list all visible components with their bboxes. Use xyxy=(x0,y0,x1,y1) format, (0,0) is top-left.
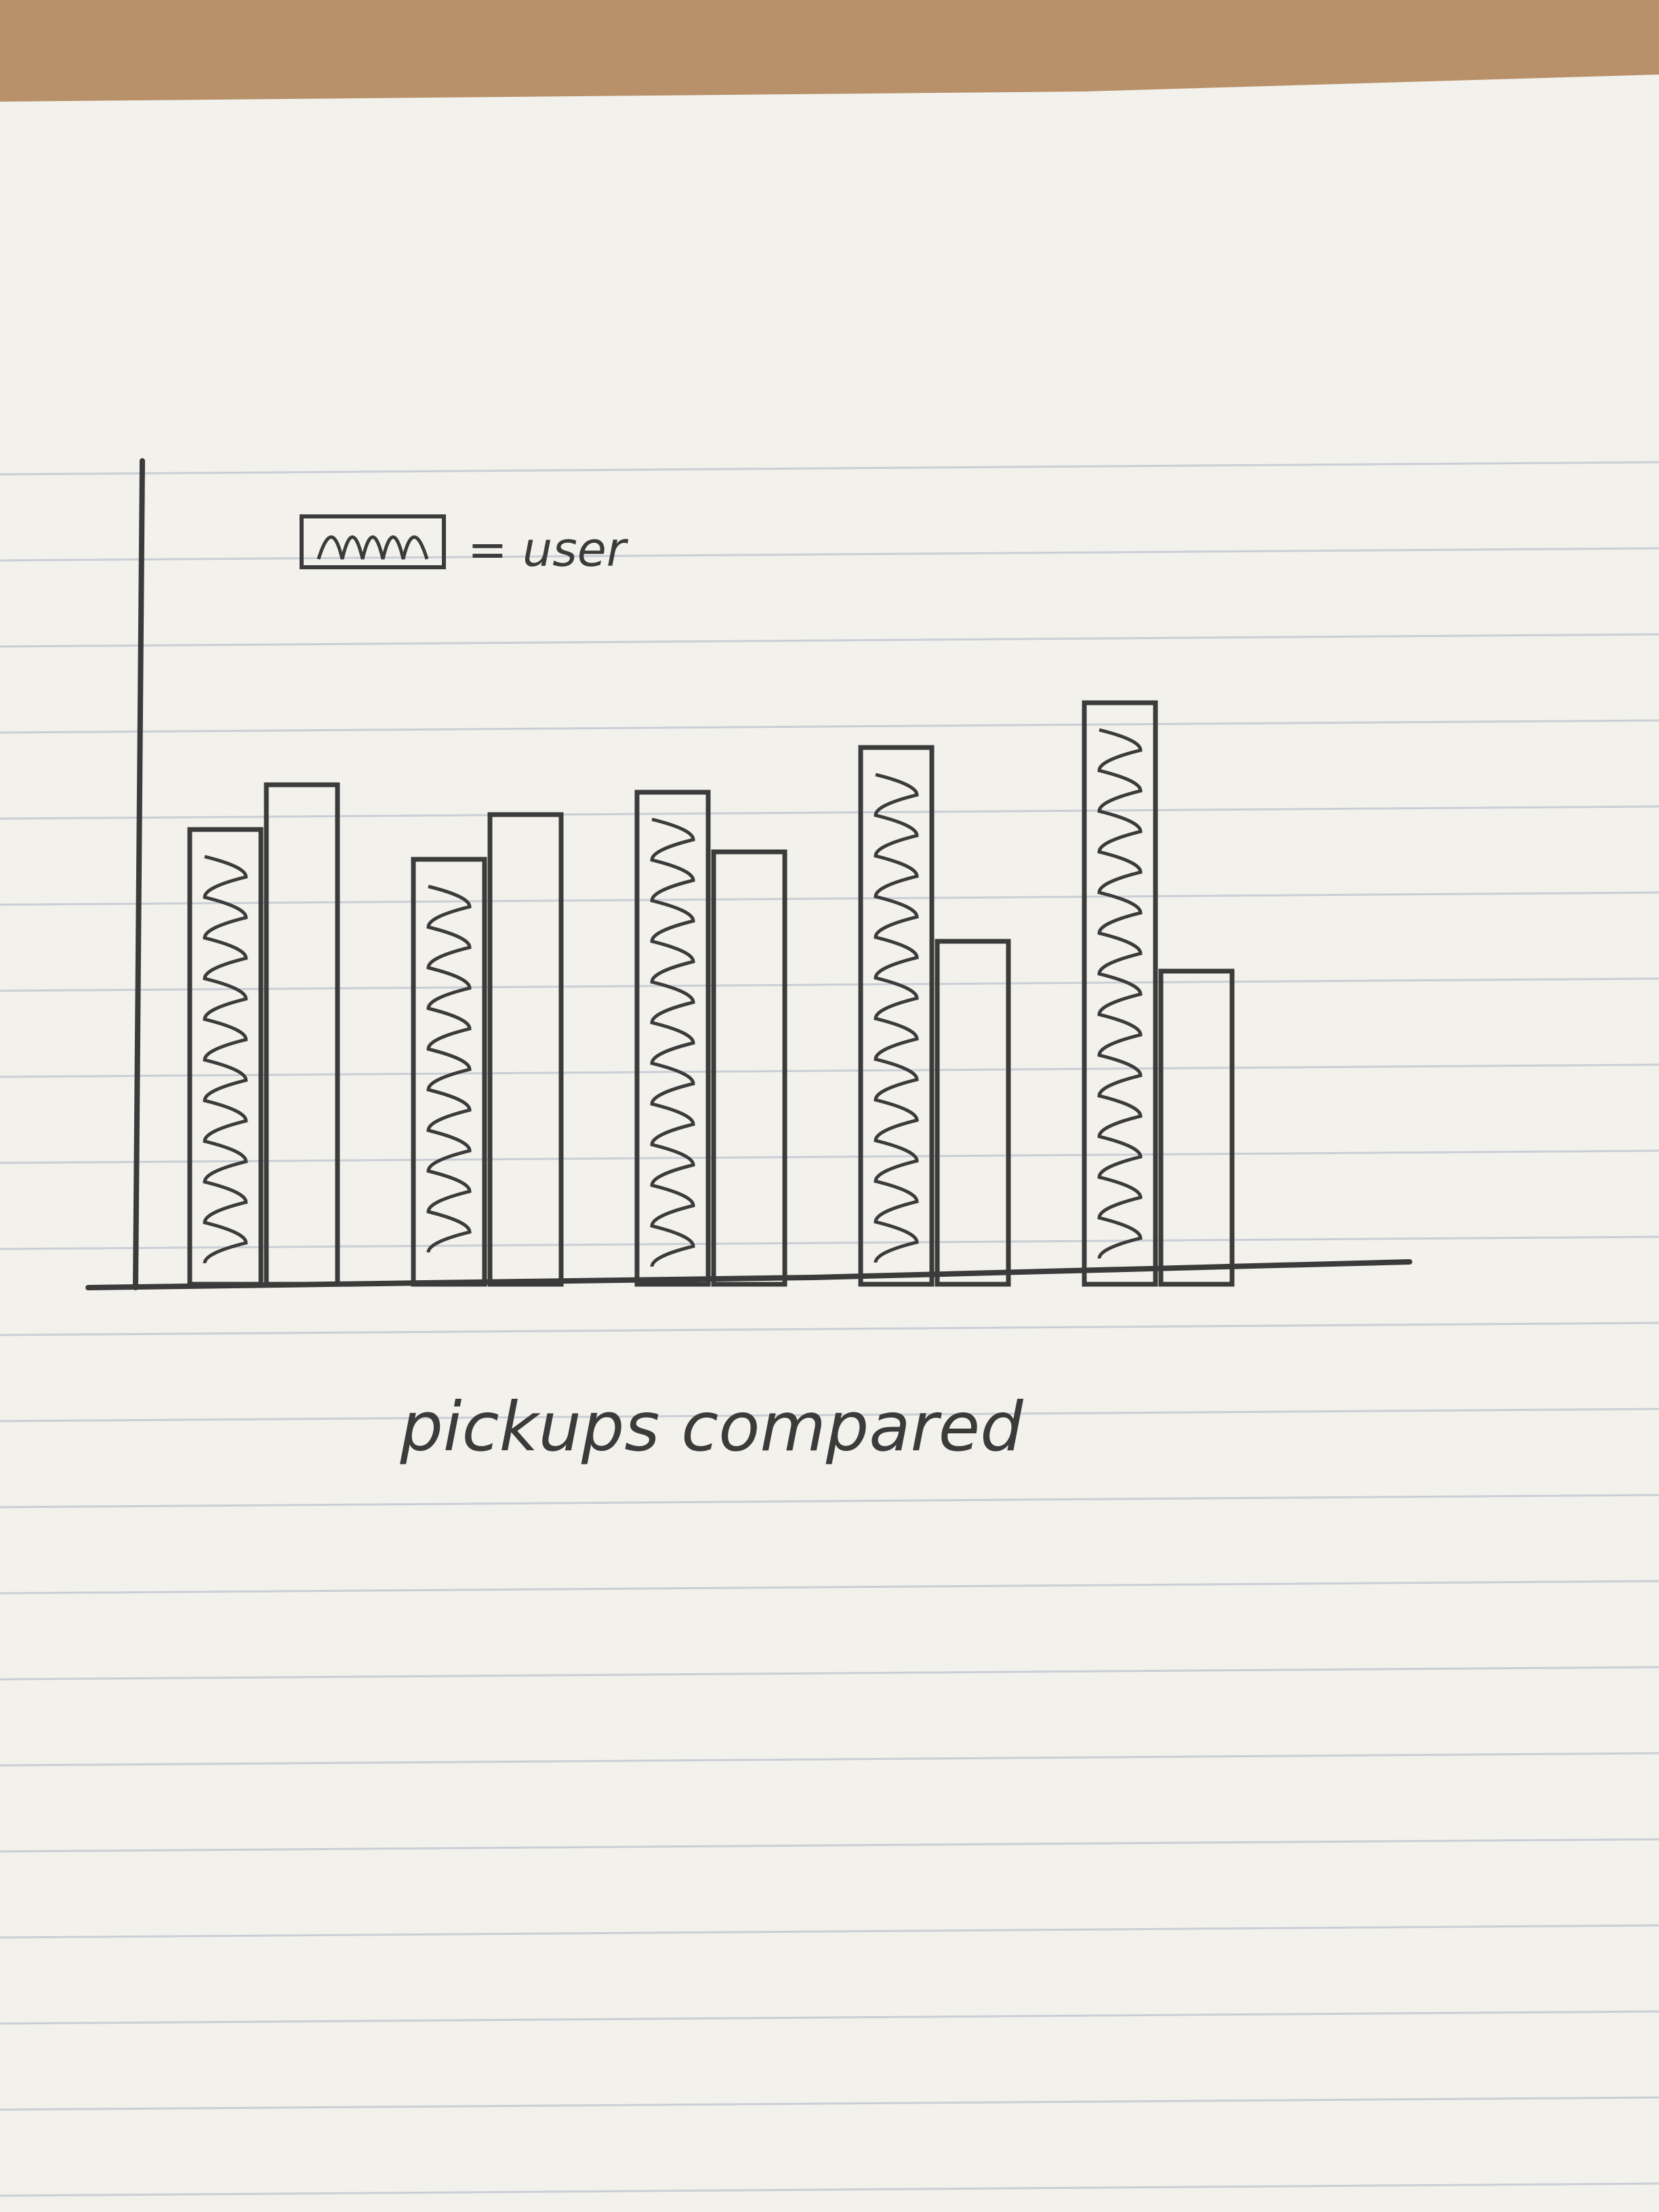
bar-user-3 xyxy=(634,790,711,1287)
bar-other-2 xyxy=(487,812,564,1287)
legend-label: = user xyxy=(468,522,629,577)
ruled-line xyxy=(0,1235,1659,1250)
ruled-line xyxy=(0,977,1659,992)
bar-user-5 xyxy=(1082,700,1158,1287)
ruled-line xyxy=(0,1580,1659,1595)
bar-other-3 xyxy=(711,849,787,1287)
ruled-line xyxy=(0,1494,1659,1509)
bar-user-3-pattern xyxy=(650,817,695,1267)
ruled-line xyxy=(0,2096,1659,2111)
bar-user-2 xyxy=(411,857,487,1287)
bar-user-1 xyxy=(187,827,264,1287)
paper-sheet xyxy=(0,75,1659,2212)
bar-user-4 xyxy=(858,745,935,1287)
y-axis xyxy=(133,458,145,1290)
bars-group xyxy=(187,700,1235,1287)
legend-zigzag-pattern xyxy=(316,535,429,560)
ruled-line xyxy=(0,633,1659,648)
ruled-line xyxy=(0,719,1659,734)
bar-user-1-pattern xyxy=(203,855,248,1264)
bar-other-5 xyxy=(1158,968,1235,1287)
bar-other-1 xyxy=(264,782,340,1287)
bar-chart: = user pickups compared xyxy=(85,458,1412,1467)
ruled-line xyxy=(0,1924,1659,1939)
bar-user-2-pattern xyxy=(426,884,472,1253)
bar-other-4 xyxy=(935,939,1011,1287)
ruled-line xyxy=(0,1666,1659,1681)
ruled-line xyxy=(0,2010,1659,2025)
ruled-line xyxy=(0,1149,1659,1164)
ruled-line xyxy=(0,2182,1659,2197)
bar-user-5-pattern xyxy=(1097,728,1143,1259)
ruled-line xyxy=(0,891,1659,906)
ruled-line xyxy=(0,1322,1659,1336)
ruled-line xyxy=(0,1838,1659,1853)
ruled-line xyxy=(0,461,1659,476)
ruled-line xyxy=(0,1408,1659,1422)
ruled-line xyxy=(0,1063,1659,1078)
ruled-lines xyxy=(0,461,1659,2197)
ruled-line xyxy=(0,1752,1659,1767)
legend: = user xyxy=(300,514,629,577)
legend-swatch xyxy=(300,514,446,569)
bar-user-4-pattern xyxy=(874,773,919,1263)
ruled-line xyxy=(0,805,1659,820)
x-axis-label: pickups compared xyxy=(399,1387,1023,1467)
ruled-line xyxy=(0,547,1659,562)
